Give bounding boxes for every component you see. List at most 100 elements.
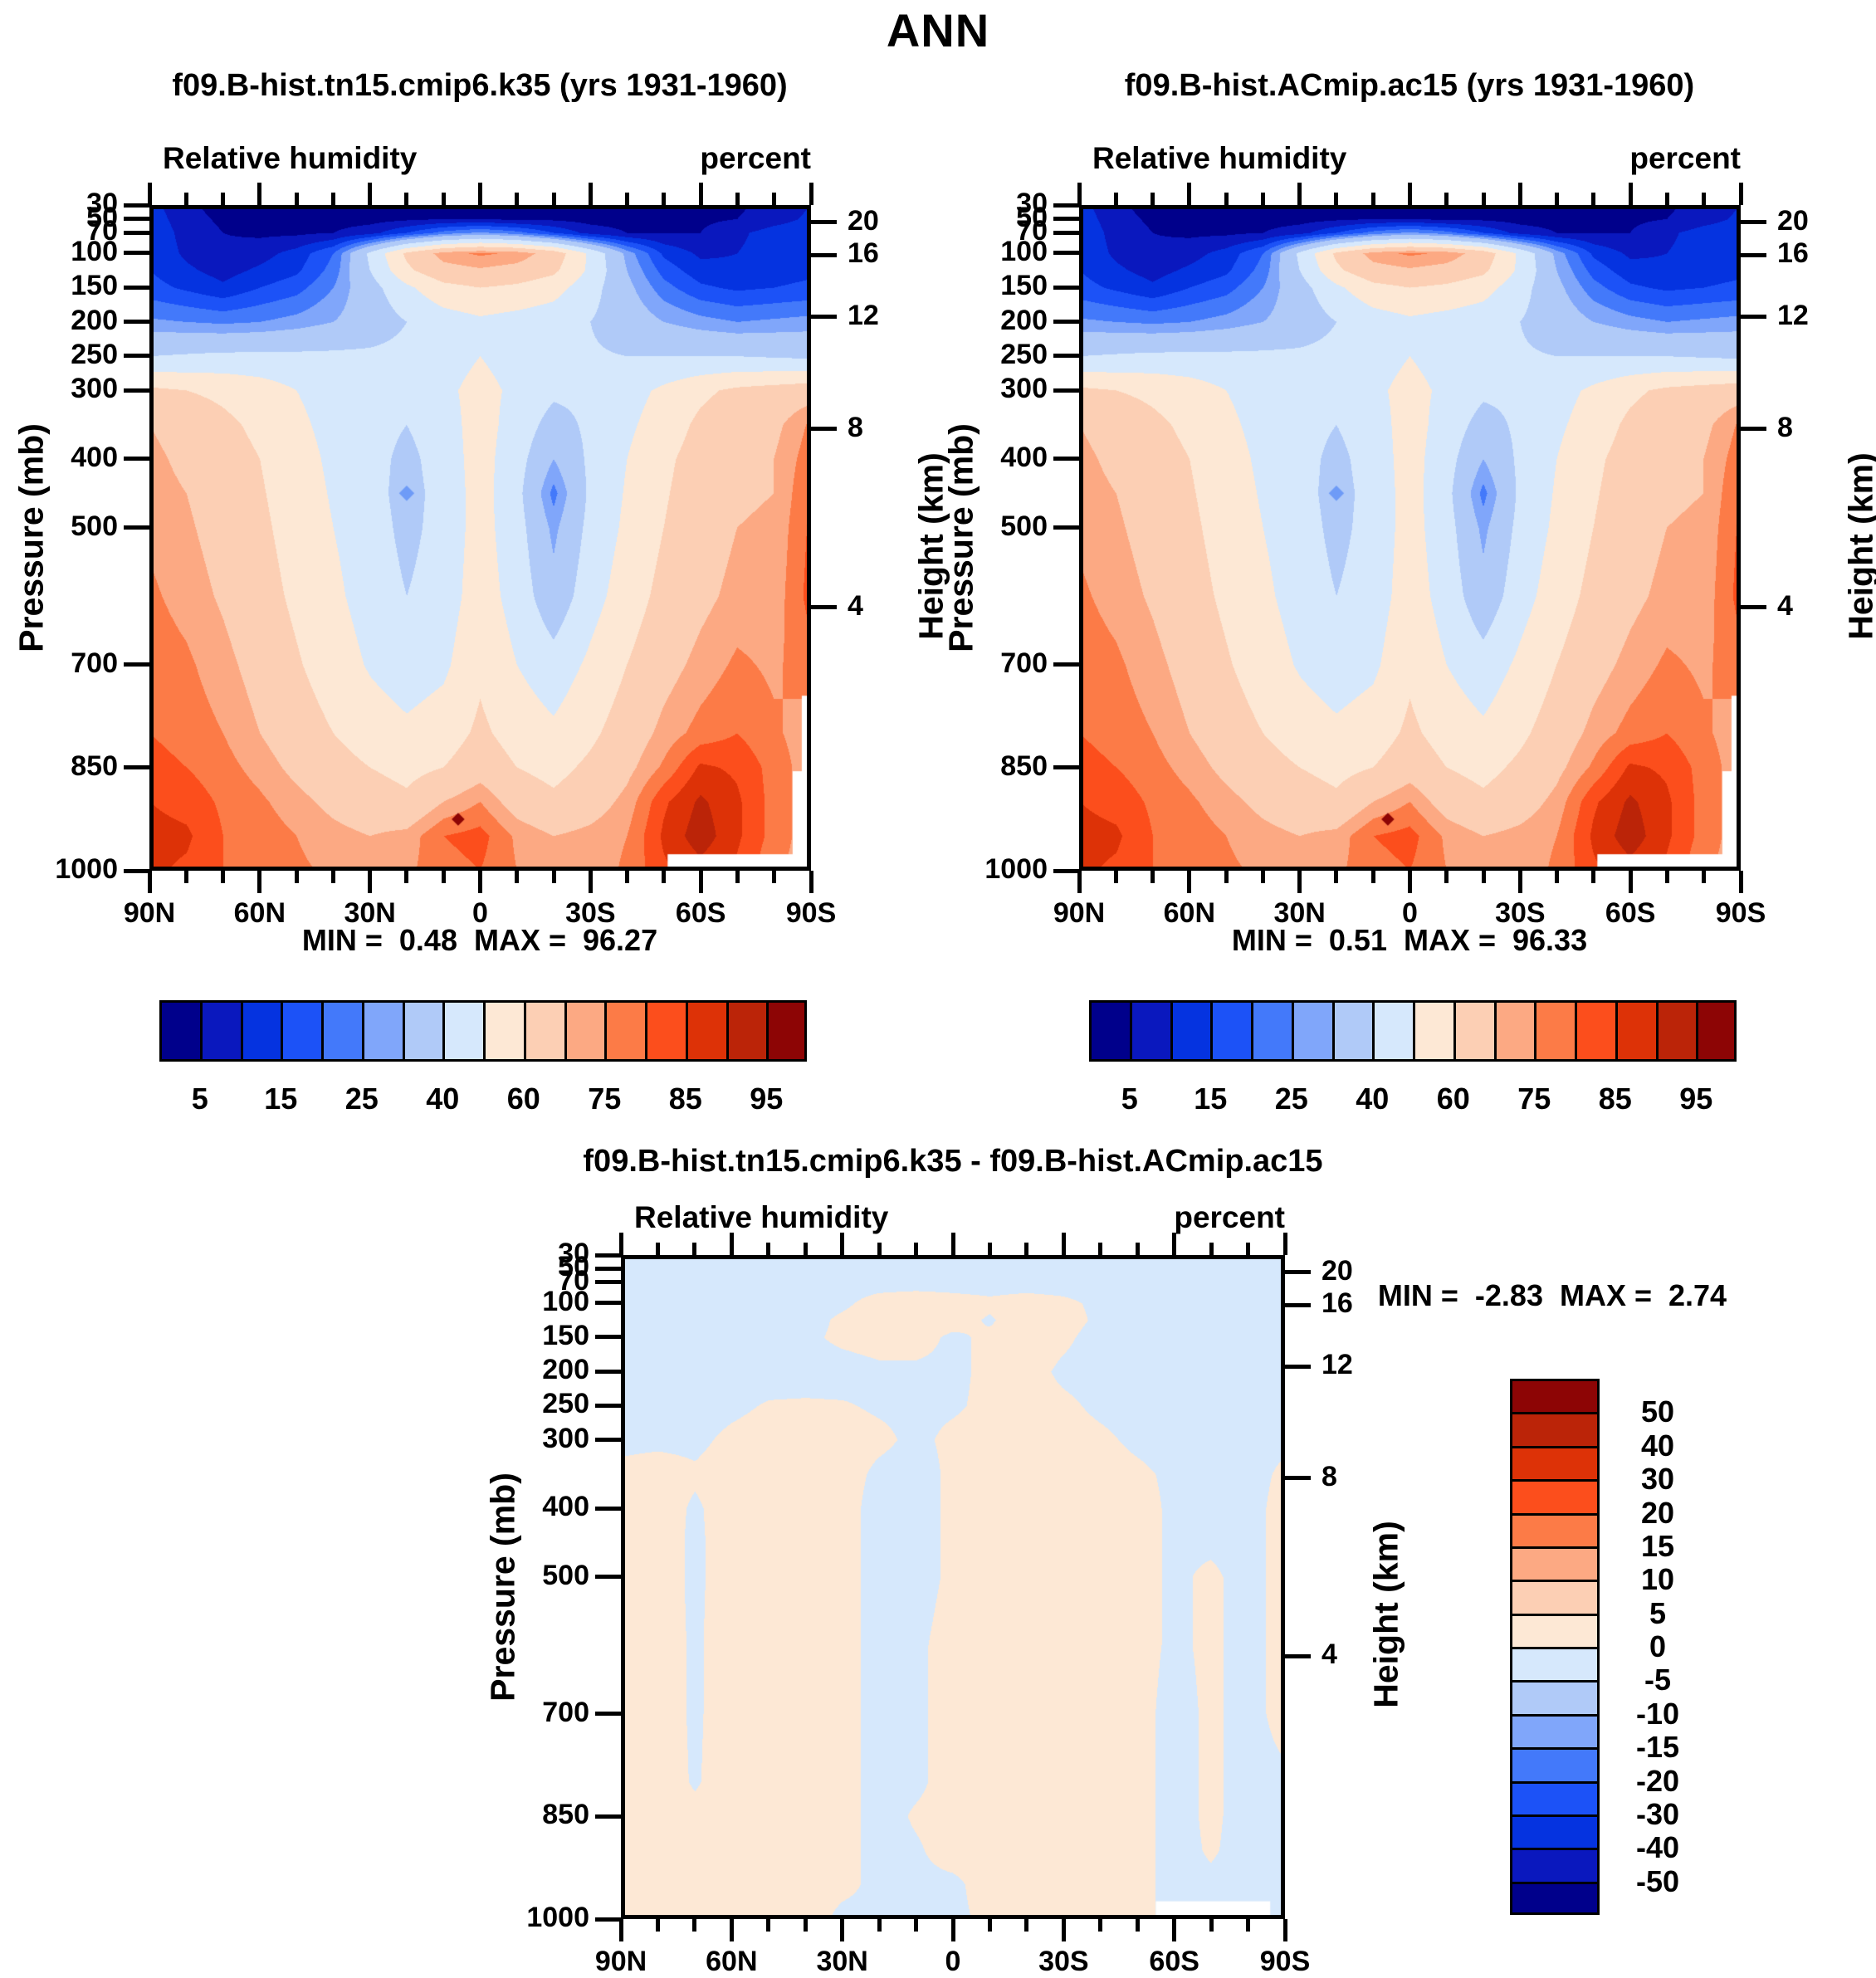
lat-tick bbox=[625, 193, 630, 205]
colorbar-segment bbox=[1655, 1000, 1699, 1062]
lat-tick bbox=[1187, 871, 1192, 893]
colorbar-tick-label: 50 bbox=[1640, 1394, 1675, 1429]
height-tick-label: 4 bbox=[848, 589, 863, 622]
pressure-tick-label: 70 bbox=[86, 215, 118, 247]
lat-tick bbox=[692, 1243, 697, 1255]
lat-tick bbox=[1555, 871, 1560, 883]
pressure-tick-label: 100 bbox=[1000, 235, 1048, 267]
colorbar-segment bbox=[725, 1000, 769, 1062]
pressure-tick-label: 300 bbox=[1000, 373, 1048, 405]
colorbar-segment bbox=[1372, 1000, 1415, 1062]
panel-right-height-axis-title: Height (km) bbox=[1841, 452, 1876, 640]
colorbar-segment bbox=[1510, 1848, 1600, 1884]
lat-tick bbox=[772, 871, 777, 883]
height-tick bbox=[1741, 220, 1766, 225]
pressure-tick bbox=[595, 1506, 621, 1511]
colorbar-segment bbox=[1510, 1512, 1600, 1549]
colorbar-segment bbox=[1696, 1000, 1737, 1062]
contour-canvas bbox=[149, 205, 811, 871]
pressure-tick bbox=[1053, 388, 1079, 393]
max-label: MAX = bbox=[1559, 1278, 1653, 1312]
pressure-tick bbox=[595, 1575, 621, 1580]
colorbar-segment bbox=[1089, 1000, 1132, 1062]
height-tick-label: 12 bbox=[848, 299, 879, 331]
pressure-tick-label: 70 bbox=[1016, 215, 1048, 247]
colorbar-tick-label: -40 bbox=[1635, 1830, 1680, 1865]
lat-tick-label: 90S bbox=[1259, 1946, 1311, 1977]
lat-tick bbox=[1098, 1919, 1103, 1932]
colorbar-segment bbox=[685, 1000, 729, 1062]
lat-tick bbox=[692, 1919, 697, 1932]
lat-tick bbox=[1024, 1243, 1029, 1255]
lat-tick-label: 60N bbox=[1163, 897, 1216, 929]
colorbar-segment bbox=[281, 1000, 324, 1062]
max-value: 2.74 bbox=[1668, 1278, 1727, 1312]
height-tick-label: 16 bbox=[1322, 1287, 1353, 1320]
colorbar-segment bbox=[766, 1000, 807, 1062]
height-tick bbox=[811, 252, 837, 257]
pressure-tick-label: 400 bbox=[1000, 441, 1048, 473]
pressure-tick bbox=[124, 354, 149, 359]
pressure-tick bbox=[1053, 320, 1079, 325]
colorbar-segment bbox=[199, 1000, 243, 1062]
lat-tick bbox=[515, 871, 520, 883]
lat-tick-label: 30S bbox=[1038, 1946, 1089, 1977]
lat-tick bbox=[551, 871, 556, 883]
pressure-tick bbox=[124, 203, 149, 208]
colorbar-segment bbox=[1331, 1000, 1375, 1062]
lat-tick bbox=[803, 1243, 808, 1255]
colorbar-segment bbox=[1510, 1546, 1600, 1583]
pressure-tick-label: 100 bbox=[71, 235, 118, 267]
lat-tick bbox=[1481, 871, 1486, 883]
panel-left-units-label: percent bbox=[700, 141, 811, 175]
colorbar-tick-label: 75 bbox=[588, 1082, 622, 1116]
lat-tick bbox=[404, 871, 409, 883]
lat-tick bbox=[662, 193, 667, 205]
panel-left-title: f09.B-hist.tn15.cmip6.k35 (yrs 1931-1960… bbox=[172, 68, 788, 103]
colorbar-tick-label: -15 bbox=[1635, 1730, 1680, 1765]
pressure-tick-label: 30 bbox=[1016, 188, 1048, 219]
pressure-tick-label: 700 bbox=[71, 647, 118, 679]
lat-tick bbox=[1444, 871, 1449, 883]
lat-tick bbox=[625, 871, 630, 883]
lat-tick bbox=[1151, 193, 1155, 205]
lat-tick bbox=[147, 871, 152, 893]
pressure-tick bbox=[595, 1280, 621, 1285]
pressure-tick bbox=[1053, 203, 1079, 208]
pressure-tick bbox=[1053, 868, 1079, 873]
colorbar-tick-label: -5 bbox=[1644, 1663, 1671, 1697]
colorbar-segment bbox=[483, 1000, 526, 1062]
colorbar-tick-label: 40 bbox=[1356, 1082, 1390, 1116]
height-tick bbox=[1285, 1302, 1311, 1307]
lat-tick bbox=[914, 1919, 919, 1932]
pressure-tick bbox=[595, 1403, 621, 1408]
colorbar-segment bbox=[1615, 1000, 1659, 1062]
height-tick-label: 20 bbox=[848, 204, 879, 237]
pressure-tick bbox=[124, 285, 149, 290]
pressure-tick-label: 500 bbox=[542, 1559, 589, 1591]
pressure-tick bbox=[595, 1335, 621, 1340]
pressure-tick bbox=[1053, 251, 1079, 256]
panel-diff-units-label: percent bbox=[1174, 1200, 1285, 1234]
pressure-tick bbox=[595, 1917, 621, 1922]
min-value: 0.48 bbox=[398, 923, 457, 957]
pressure-tick bbox=[124, 320, 149, 325]
panel-diff-title: f09.B-hist.tn15.cmip6.k35 - f09.B-hist.A… bbox=[583, 1144, 1323, 1179]
lat-tick bbox=[1077, 183, 1082, 205]
lat-tick bbox=[1113, 871, 1118, 883]
colorbar-tick-label: 15 bbox=[1194, 1082, 1228, 1116]
colorbar-tick-label: 85 bbox=[668, 1082, 702, 1116]
panel-left-variable-label: Relative humidity bbox=[163, 141, 418, 175]
lat-tick bbox=[1246, 1243, 1251, 1255]
colorbar-segment bbox=[1510, 1412, 1600, 1448]
lat-tick bbox=[478, 183, 482, 205]
colorbar-tick-label: 10 bbox=[1640, 1562, 1675, 1597]
pressure-tick bbox=[595, 1438, 621, 1443]
colorbar-segment bbox=[1510, 1445, 1600, 1482]
lat-tick bbox=[1224, 871, 1229, 883]
height-tick bbox=[1741, 252, 1766, 257]
pressure-tick-label: 250 bbox=[1000, 338, 1048, 370]
height-tick bbox=[1741, 427, 1766, 432]
panel-right-units-label: percent bbox=[1629, 141, 1741, 175]
height-tick bbox=[811, 427, 837, 432]
